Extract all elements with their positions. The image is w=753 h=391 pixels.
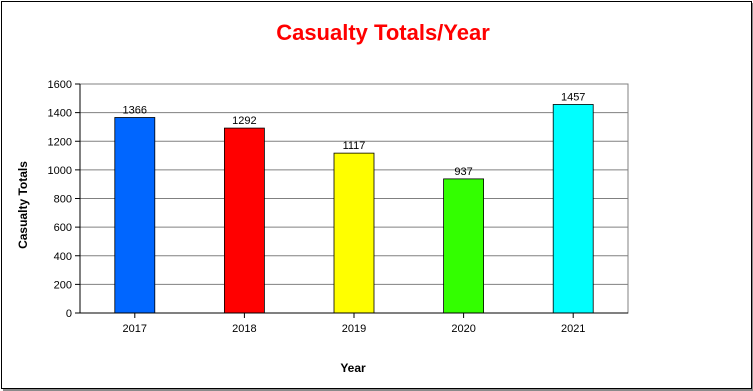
y-tick-label: 800 [54, 194, 72, 206]
data-label-2020: 937 [454, 166, 472, 178]
x-tick-label-2018: 2018 [232, 323, 256, 335]
x-tick-label-2021: 2021 [561, 323, 585, 335]
y-axis-title: Casualty Totals [16, 161, 30, 249]
y-tick-label: 1200 [48, 136, 72, 148]
x-axis-title: Year [340, 361, 366, 375]
data-label-2021: 1457 [561, 91, 585, 103]
y-tick-label: 600 [54, 222, 72, 234]
data-label-2017: 1366 [123, 104, 147, 116]
bar-2021 [552, 104, 594, 314]
y-tick-label: 0 [66, 308, 72, 320]
bar-2018 [223, 127, 265, 314]
data-label-2018: 1292 [232, 115, 256, 127]
x-tick-label-2019: 2019 [342, 323, 366, 335]
x-tick-label-2017: 2017 [123, 323, 147, 335]
y-tick-label: 1600 [48, 79, 72, 91]
data-label-2019: 1117 [343, 140, 366, 152]
bar-2020 [443, 178, 485, 314]
bar-2019 [333, 152, 375, 314]
y-tick-label: 1400 [48, 108, 72, 120]
bars [114, 104, 594, 314]
data-labels: 1366 1292 1117 937 1457 [123, 91, 586, 177]
y-tick-label: 400 [54, 251, 72, 263]
y-tick-label: 200 [54, 279, 72, 291]
x-tick-label-2020: 2020 [451, 323, 475, 335]
chart-title: Casualty Totals/Year [276, 20, 490, 45]
axes: 0 200 400 600 800 1000 1200 1400 1600 2017 2018 201… [48, 79, 628, 335]
y-tick-label: 1000 [48, 165, 72, 177]
bar-2017 [114, 117, 156, 314]
